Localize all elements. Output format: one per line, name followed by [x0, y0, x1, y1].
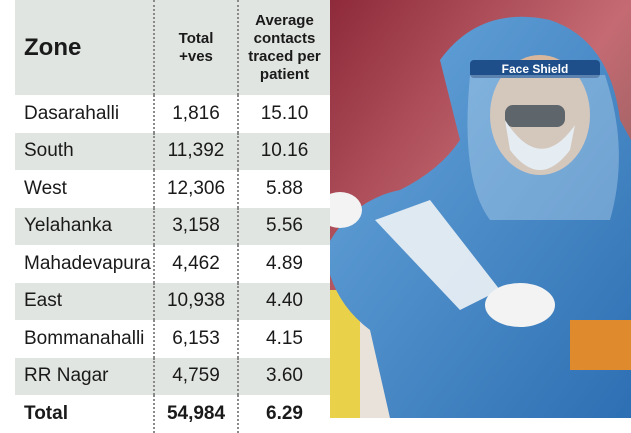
table-cell: Mahadevapura: [24, 252, 151, 274]
table: Zone Total +ves Average contacts traced per pa…: [15, 0, 330, 433]
table-cell: 3.60: [237, 357, 330, 395]
table-cell: Bommanahalli: [24, 327, 145, 349]
table-row: RR Nagar 4,759 3.60: [15, 357, 330, 395]
table-row: West 12,306 5.88: [15, 170, 330, 208]
header-line: Total: [178, 29, 214, 47]
header-line: traced per: [248, 47, 321, 65]
total-row: Total 54,984 6.29: [15, 395, 330, 433]
table-row: East 10,938 4.40: [15, 282, 330, 320]
table-row: Mahadevapura 4,462 4.89: [15, 245, 330, 283]
table-cell: 4.40: [237, 282, 330, 320]
header-cell: Average contacts traced per patient: [237, 0, 330, 95]
table-cell: Yelahanka: [24, 215, 113, 237]
table-row: Yelahanka 3,158 5.56: [15, 207, 330, 245]
table-cell: 6,153: [153, 320, 237, 358]
table-cell: East: [24, 290, 63, 312]
table-cell: 54,984: [153, 395, 237, 433]
table-row: Bommanahalli 6,153 4.15: [15, 320, 330, 358]
table-cell: 3,158: [153, 207, 237, 245]
header-cell: Total +ves: [153, 0, 237, 95]
table-cell: 4.15: [237, 320, 330, 358]
header-line: +ves: [179, 47, 213, 65]
table-cell: 4,462: [153, 245, 237, 283]
shield-label: Face Shield: [502, 62, 569, 76]
table-cell: 15.10: [237, 95, 330, 133]
table-cell: 10.16: [237, 132, 330, 170]
page: Zone Total +ves Average contacts traced per pa…: [15, 0, 631, 433]
photo: Face Shield: [330, 0, 631, 418]
header-row: Zone Total +ves Average contacts traced per pa…: [15, 0, 330, 95]
table-cell: 12,306: [153, 170, 237, 208]
table-cell: 5.88: [237, 170, 330, 208]
header-line: Average: [255, 11, 314, 29]
table-cell: 4,759: [153, 357, 237, 395]
table-cell: West: [24, 177, 67, 199]
table-cell: 11,392: [153, 132, 237, 170]
table-cell: 10,938: [153, 282, 237, 320]
table-cell: South: [24, 140, 74, 162]
table-row: South 11,392 10.16: [15, 132, 330, 170]
table-cell: 1,816: [153, 95, 237, 133]
table-cell: Dasarahalli: [24, 102, 120, 124]
table-row: Dasarahalli 1,816 15.10: [15, 95, 330, 133]
table-cell: 5.56: [237, 207, 330, 245]
table-cell: RR Nagar: [24, 365, 109, 387]
header-line: contacts: [253, 29, 316, 47]
table-cell: 6.29: [237, 395, 330, 433]
header-cell: Zone: [24, 33, 82, 61]
header-line: patient: [259, 65, 310, 83]
table-cell: 4.89: [237, 245, 330, 283]
table-cell: Total: [24, 402, 68, 424]
